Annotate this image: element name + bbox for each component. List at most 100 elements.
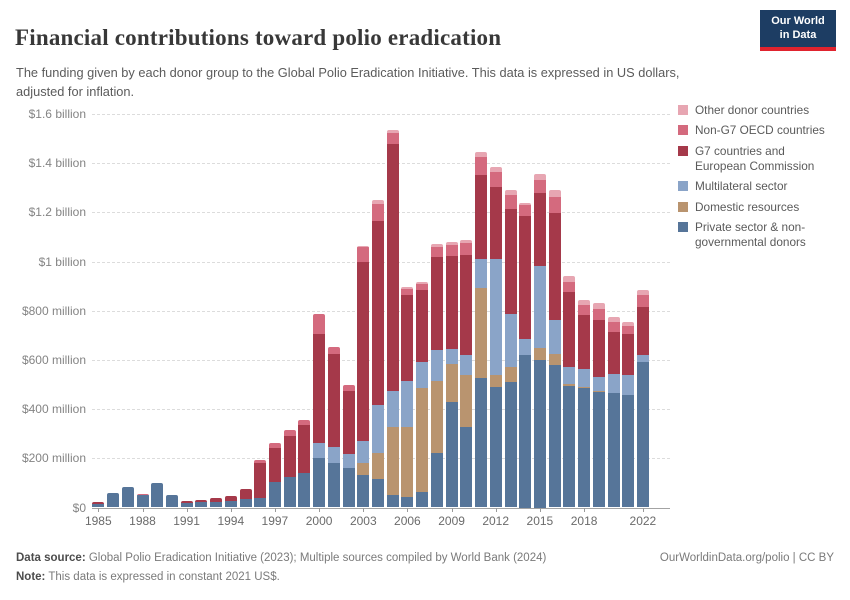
bar-1989[interactable] [151, 482, 164, 508]
bar-1999[interactable] [298, 420, 311, 508]
legend-item[interactable]: Domestic resources [678, 200, 835, 215]
bar-2019[interactable] [592, 303, 605, 508]
bar-1993[interactable] [210, 498, 223, 508]
x-axis-tick [539, 508, 541, 512]
bar-2013[interactable] [504, 190, 517, 508]
data-source-line: Data source: Global Polio Eradication In… [16, 552, 546, 564]
bar-segment [578, 388, 591, 508]
bar-segment [445, 401, 458, 508]
bar-2001[interactable] [327, 346, 340, 508]
bar-1995[interactable] [239, 489, 252, 508]
bar-segment [489, 166, 502, 172]
bar-1990[interactable] [165, 495, 178, 508]
x-axis-tick [451, 508, 453, 512]
bar-2004[interactable] [372, 200, 384, 508]
bar-2015[interactable] [533, 173, 546, 508]
y-axis-label: $1.2 billion [28, 205, 86, 220]
legend-label: Domestic resources [695, 199, 800, 214]
license-link[interactable]: OurWorldinData.org/polio | CC BY [659, 552, 834, 564]
bar-segment [401, 381, 414, 427]
x-axis-label-1997: 1997 [261, 514, 289, 528]
bar-2000[interactable] [313, 313, 326, 508]
bar-2018[interactable] [578, 300, 591, 508]
bar-segment [460, 426, 473, 508]
bar-segment [165, 495, 178, 508]
x-axis-label-2018: 2018 [570, 514, 598, 528]
y-axis-label: $1.4 billion [28, 156, 86, 171]
bar-1985[interactable] [92, 502, 105, 508]
note-line: Note: This data is expressed in constant… [16, 571, 280, 583]
bar-segment [578, 315, 591, 370]
bar-segment [372, 453, 384, 479]
bar-1988[interactable] [136, 494, 149, 508]
legend-item[interactable]: G7 countries and European Commission [678, 144, 835, 175]
bar-segment [239, 499, 252, 508]
bar-segment [504, 382, 517, 508]
legend-item[interactable]: Multilateral sector [678, 179, 835, 194]
bar-2007[interactable] [416, 282, 429, 508]
bar-2022[interactable] [636, 290, 649, 508]
bar-segment [475, 377, 487, 508]
bar-segment [519, 203, 532, 205]
legend-item[interactable]: Non-G7 OECD countries [678, 123, 835, 138]
bar-segment [489, 259, 502, 375]
bar-1994[interactable] [224, 495, 237, 508]
bar-2016[interactable] [548, 189, 561, 508]
bar-1992[interactable] [195, 499, 208, 508]
bar-segment [504, 314, 517, 368]
bar-segment [592, 303, 605, 310]
chart-subtitle: The funding given by each donor group to… [16, 64, 680, 99]
legend-item[interactable]: Other donor countries [678, 103, 835, 118]
bar-2012[interactable] [489, 166, 502, 508]
bar-1986[interactable] [107, 493, 119, 508]
bar-1997[interactable] [268, 443, 281, 508]
bar-segment [401, 496, 414, 508]
bar-2003[interactable] [357, 245, 370, 508]
bar-segment [622, 334, 635, 376]
bar-segment [254, 460, 267, 463]
bar-1998[interactable] [283, 430, 296, 508]
bar-2006[interactable] [401, 286, 414, 508]
bar-segment [533, 192, 546, 267]
bar-segment [489, 171, 502, 187]
bar-segment [107, 493, 119, 508]
bar-segment [342, 384, 355, 391]
bar-2005[interactable] [386, 129, 399, 508]
bar-segment [195, 499, 208, 503]
bar-segment [607, 393, 620, 508]
bar-1991[interactable] [180, 500, 193, 508]
bar-2014[interactable] [519, 203, 532, 508]
bar-2010[interactable] [460, 240, 473, 508]
bar-segment [548, 212, 561, 321]
bar-segment [372, 220, 384, 405]
bar-segment [548, 320, 561, 354]
owid-logo[interactable]: Our World in Data [760, 10, 836, 51]
bar-segment [460, 255, 473, 356]
bar-segment [239, 489, 252, 500]
bar-segment [283, 430, 296, 437]
bar-1996[interactable] [254, 460, 267, 508]
bar-segment [136, 495, 149, 508]
bar-segment [445, 255, 458, 350]
bar-2009[interactable] [445, 241, 458, 508]
legend-item[interactable]: Private sector & non-governmental donors [678, 220, 835, 251]
bar-2020[interactable] [607, 316, 620, 508]
bar-segment [313, 443, 326, 459]
owid-logo-line2: in Data [779, 28, 817, 41]
bar-1987[interactable] [121, 486, 134, 508]
bar-2011[interactable] [475, 151, 487, 508]
bar-segment [401, 286, 414, 289]
x-axis-label-2012: 2012 [482, 514, 510, 528]
bar-2021[interactable] [622, 321, 635, 508]
bar-segment [136, 494, 149, 496]
bar-2002[interactable] [342, 384, 355, 508]
bar-segment [357, 475, 370, 508]
bar-segment [298, 425, 311, 474]
bar-segment [430, 244, 443, 247]
bar-2017[interactable] [563, 276, 576, 508]
bar-segment [563, 367, 576, 384]
page-title: Financial contributions toward polio era… [15, 25, 502, 51]
x-axis-tick [98, 508, 100, 512]
note-text: This data is expressed in constant 2021 … [45, 571, 280, 583]
bar-2008[interactable] [430, 244, 443, 508]
